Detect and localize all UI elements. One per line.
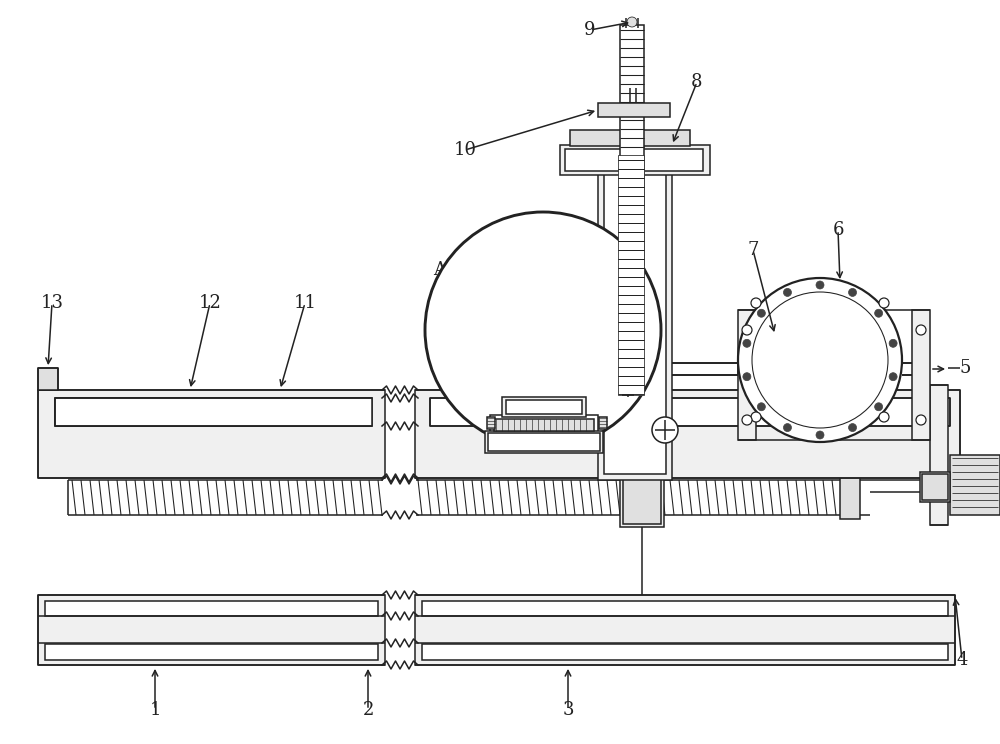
Bar [930, 385, 948, 525]
Text: 3: 3 [562, 701, 574, 719]
Bar [45, 644, 378, 660]
Circle shape [738, 278, 902, 442]
Circle shape [783, 289, 791, 296]
Circle shape [816, 431, 824, 439]
Bar [38, 390, 385, 478]
Bar [912, 310, 930, 440]
Text: 4: 4 [956, 651, 968, 669]
Circle shape [879, 412, 889, 422]
Text: 5: 5 [959, 359, 971, 377]
Text: 13: 13 [41, 294, 64, 312]
Bar [578, 230, 600, 290]
Text: 8: 8 [691, 73, 703, 91]
Circle shape [879, 298, 889, 308]
Bar [55, 398, 372, 426]
Circle shape [742, 325, 752, 335]
Bar [623, 471, 661, 524]
Circle shape [849, 289, 857, 296]
Text: 9: 9 [584, 21, 596, 39]
Bar [620, 25, 644, 265]
Bar [920, 472, 950, 502]
Bar [580, 233, 598, 287]
Bar [506, 400, 582, 414]
Circle shape [757, 403, 765, 411]
Text: 2: 2 [362, 701, 374, 719]
Circle shape [757, 310, 765, 317]
Bar [490, 415, 598, 447]
Bar [738, 310, 756, 440]
Circle shape [652, 417, 678, 443]
Circle shape [916, 415, 926, 425]
Circle shape [743, 373, 751, 381]
Text: A: A [434, 261, 447, 279]
Bar [415, 595, 955, 665]
Circle shape [849, 423, 857, 432]
Bar [570, 130, 690, 146]
Text: 7: 7 [747, 241, 759, 259]
Circle shape [816, 281, 824, 289]
Bar [45, 601, 378, 616]
Bar [604, 151, 666, 474]
Circle shape [783, 423, 791, 432]
Circle shape [751, 298, 761, 308]
Bar [922, 474, 948, 500]
Bar [422, 644, 948, 660]
Text: 12: 12 [199, 294, 221, 312]
Bar [599, 417, 607, 429]
Bar [488, 433, 600, 451]
Bar [494, 419, 594, 431]
Bar [565, 149, 703, 171]
Circle shape [627, 17, 637, 27]
Bar [430, 398, 950, 426]
Text: 10: 10 [454, 141, 477, 159]
Circle shape [752, 292, 888, 428]
Circle shape [875, 310, 883, 317]
Circle shape [743, 339, 751, 347]
Bar [38, 368, 58, 390]
Bar [485, 431, 603, 453]
Circle shape [751, 412, 761, 422]
Bar [598, 145, 672, 480]
Bar [840, 476, 860, 519]
Bar [620, 468, 664, 527]
Bar [502, 397, 586, 417]
Bar [487, 417, 495, 429]
Text: 11: 11 [294, 294, 317, 312]
Bar [415, 390, 960, 478]
Bar [618, 155, 644, 395]
Circle shape [425, 212, 661, 448]
Bar [950, 455, 1000, 515]
Circle shape [742, 415, 752, 425]
Bar [422, 601, 948, 616]
Bar [38, 595, 385, 665]
Bar [55, 398, 372, 426]
Circle shape [889, 339, 897, 347]
Circle shape [875, 403, 883, 411]
Text: 1: 1 [149, 701, 161, 719]
Bar [598, 103, 670, 117]
Circle shape [916, 325, 926, 335]
Circle shape [889, 373, 897, 381]
Text: 6: 6 [832, 221, 844, 239]
Bar [560, 145, 710, 175]
